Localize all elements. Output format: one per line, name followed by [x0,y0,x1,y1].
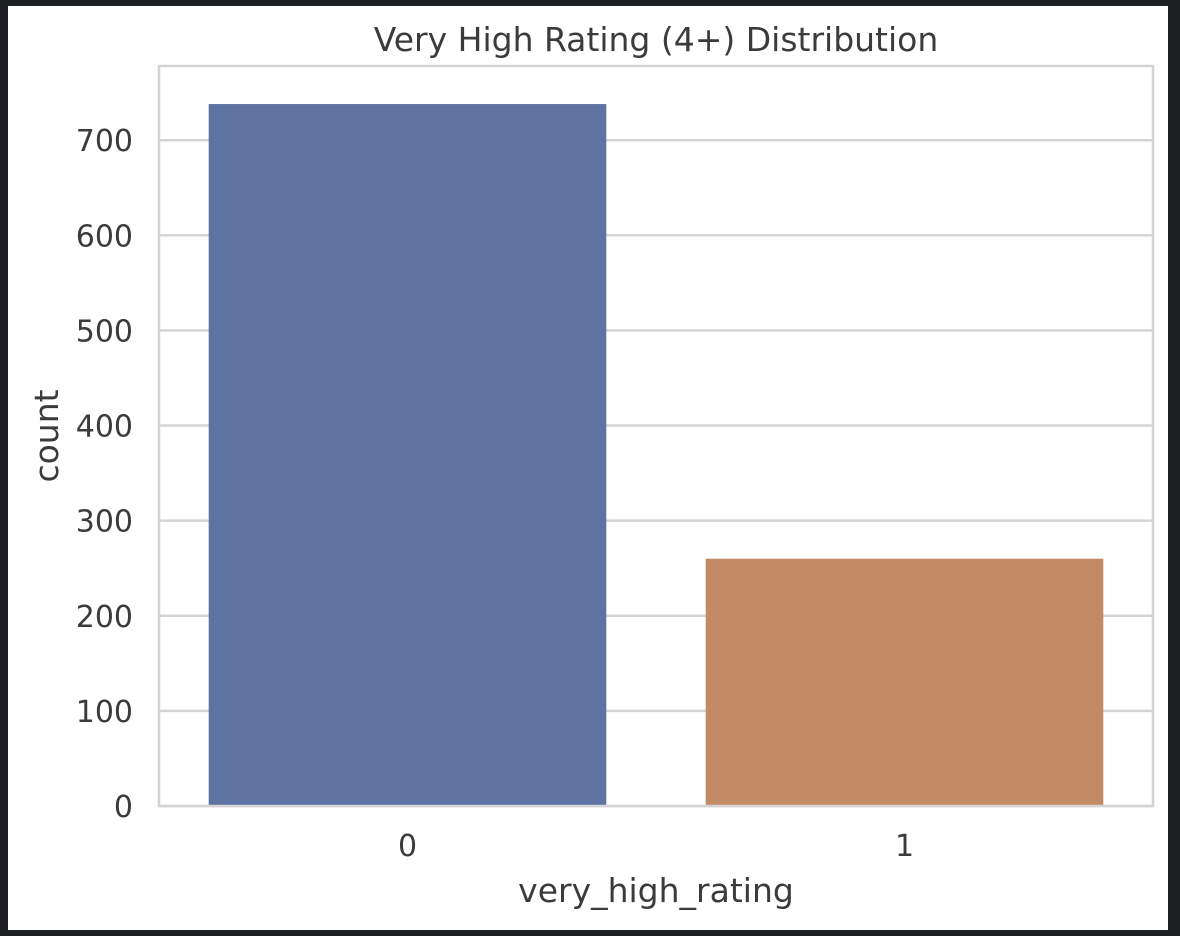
y-tick-label: 200 [76,600,133,635]
plot-frame [157,64,1155,808]
x-tick-label: 0 [398,829,417,864]
y-tick-label: 400 [76,410,133,445]
bar-0 [208,104,607,807]
bars [208,104,1104,807]
y-tick-label: 300 [76,505,133,540]
x-axis-label: very_high_rating [518,871,794,910]
y-axis-label: count [27,389,66,482]
y-tick-label: 500 [76,314,133,349]
y-tick-labels: 0 100 200 300 400 500 600 700 [76,124,133,825]
y-tick-label: 600 [76,219,133,254]
chart-title: Very High Rating (4+) Distribution [374,20,939,59]
y-tick-label: 0 [114,790,133,825]
y-tick-label: 100 [76,695,133,730]
x-tick-label: 1 [895,829,914,864]
bar-1 [705,558,1104,806]
y-tick-label: 700 [76,124,133,159]
